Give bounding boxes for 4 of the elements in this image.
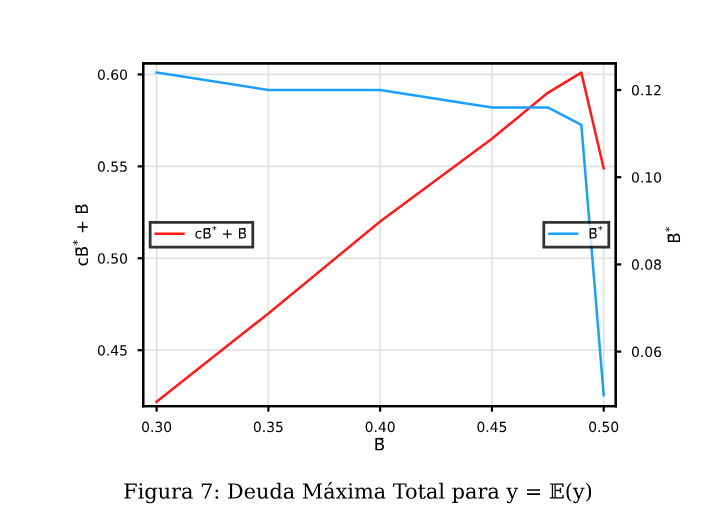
y2-axis-title: B̄$^{*}$ bbox=[665, 226, 681, 243]
text: Figura 7: Deuda Máxima Total para y = 𝔼(y) bbox=[124, 481, 592, 504]
y-axis-title: cB̄$^{*}$ + B̄ bbox=[72, 204, 89, 266]
x-axis-title: B̄ bbox=[375, 437, 385, 451]
